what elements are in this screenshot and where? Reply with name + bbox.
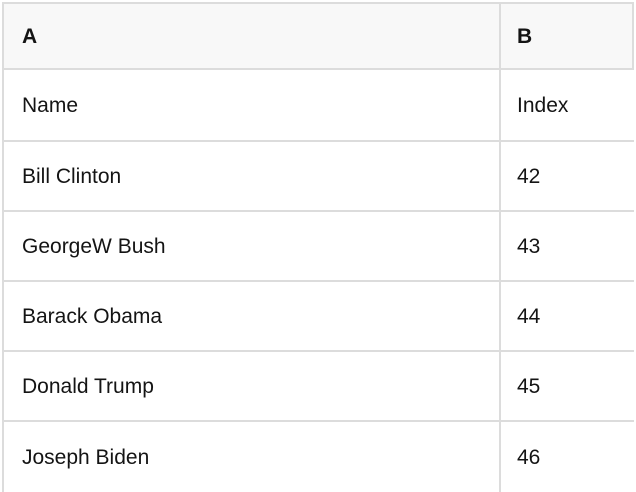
cell-name[interactable]: Joseph Biden xyxy=(22,445,150,469)
table-row: Barack Obama 44 xyxy=(4,282,634,352)
cell-index[interactable]: 46 xyxy=(499,422,634,492)
cell-index[interactable]: 44 xyxy=(499,282,634,350)
column-header-b[interactable]: B xyxy=(499,4,634,68)
column-header-a[interactable]: A xyxy=(22,24,38,48)
cell-index[interactable]: 42 xyxy=(499,142,634,210)
table-row: Name Index xyxy=(4,70,634,142)
cell-name[interactable]: Barack Obama xyxy=(22,304,163,328)
cell-name[interactable]: Name xyxy=(22,93,79,117)
table-row: Donald Trump 45 xyxy=(4,352,634,422)
cell-name[interactable]: Bill Clinton xyxy=(22,164,122,188)
cell-name[interactable]: Donald Trump xyxy=(22,374,154,398)
cell-index[interactable]: 45 xyxy=(499,352,634,420)
cell-index[interactable]: 43 xyxy=(499,212,634,280)
cell-name[interactable]: GeorgeW Bush xyxy=(22,234,166,258)
table-row: Bill Clinton 42 xyxy=(4,142,634,212)
table-row: GeorgeW Bush 43 xyxy=(4,212,634,282)
cell-index[interactable]: Index xyxy=(499,70,634,140)
column-header-row: A B xyxy=(4,4,634,70)
table-row: Joseph Biden 46 xyxy=(4,422,634,492)
